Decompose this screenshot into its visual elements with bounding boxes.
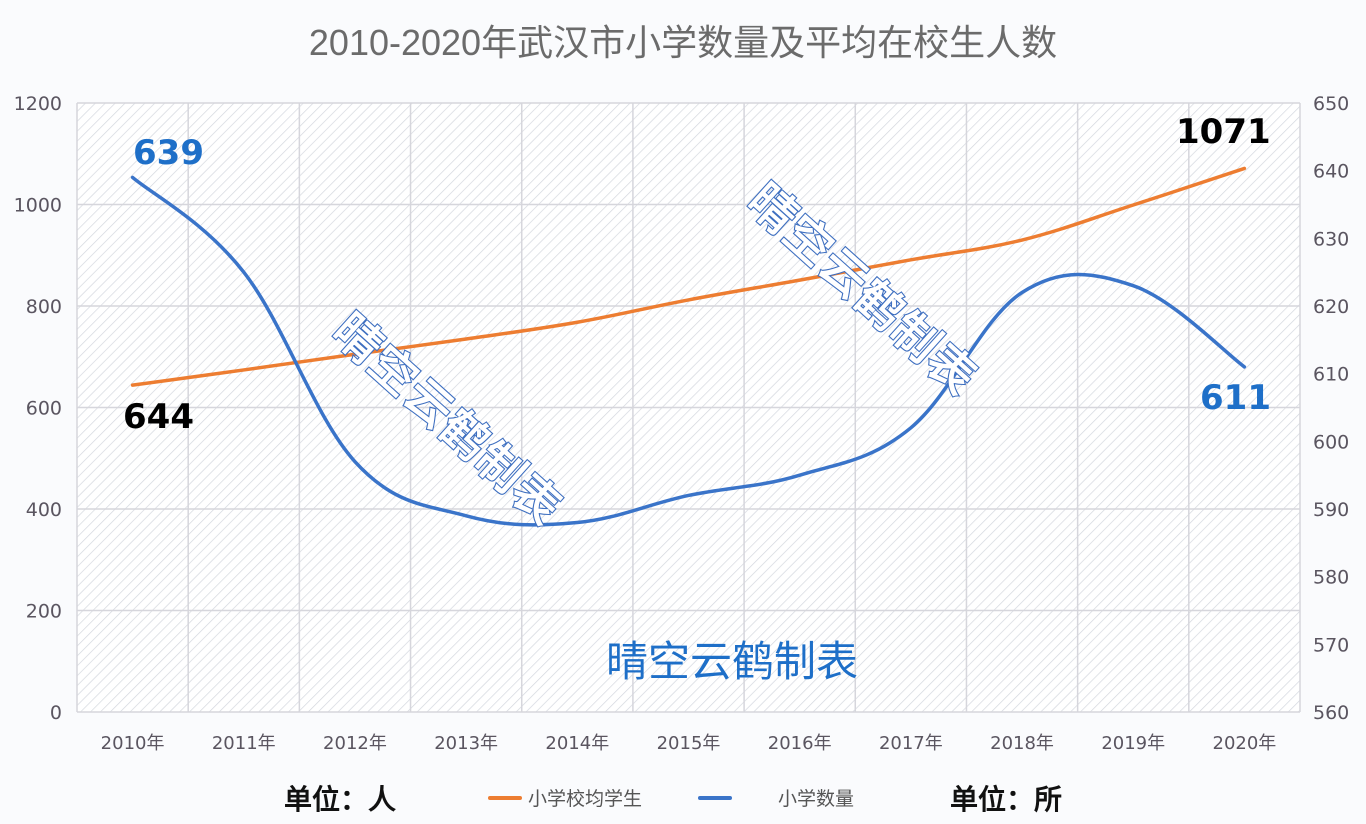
legend-label: 小学校均学生: [528, 788, 643, 810]
blue-series-line: [130, 175, 1247, 527]
data-labels: 639 611 644 1071: [123, 112, 1271, 437]
left-axis-unit: 单位：人: [284, 783, 397, 816]
x-axis-tick: 2019年: [1101, 733, 1165, 754]
series-lines: [130, 166, 1247, 527]
chart-title: 2010-2020年武汉市小学数量及平均在校生人数: [308, 22, 1058, 63]
left-axis-tick: 1000: [14, 195, 62, 217]
right-axis-unit: 单位：所: [950, 783, 1063, 816]
x-axis-tick: 2015年: [657, 733, 721, 754]
right-axis-tick: 650: [1313, 93, 1349, 115]
right-axis-tick: 620: [1313, 296, 1349, 318]
right-y-axis: 560 570 580 590 600 610 620 630 640 650: [1313, 93, 1349, 724]
left-axis-tick: 800: [26, 296, 62, 318]
left-y-axis: 0 200 400 600 800 1000 1200: [14, 93, 62, 724]
x-axis-tick: 2014年: [545, 733, 609, 754]
x-axis-tick: 2016年: [768, 733, 832, 754]
right-axis-tick: 600: [1313, 431, 1349, 453]
label-blue-start: 639: [133, 133, 204, 173]
right-axis-tick: 630: [1313, 228, 1349, 250]
legend: 单位：人 小学校均学生 小学数量 单位：所: [0, 778, 1366, 818]
x-axis-tick: 2013年: [434, 733, 498, 754]
label-blue-end: 611: [1200, 378, 1271, 418]
x-axis-tick: 2020年: [1213, 733, 1277, 754]
label-orange-end: 1071: [1176, 112, 1271, 152]
left-axis-tick: 400: [26, 499, 62, 521]
left-axis-tick: 1200: [14, 93, 62, 115]
orange-line-swatch-icon: [488, 795, 522, 800]
left-axis-tick: 200: [26, 601, 62, 623]
x-axis: 2010年 2011年 2012年 2013年 2014年 2015年 2016年 2017年…: [101, 733, 1277, 754]
x-axis-tick: 2017年: [879, 733, 943, 754]
legend-item-avg-students[interactable]: 小学校均学生: [488, 784, 642, 811]
right-axis-tick: 570: [1313, 634, 1349, 656]
x-axis-tick: 2011年: [212, 733, 276, 754]
left-axis-tick: 600: [26, 398, 62, 420]
right-axis-tick: 640: [1313, 161, 1349, 183]
legend-label: 小学数量: [778, 788, 855, 810]
right-axis-tick: 580: [1313, 567, 1349, 589]
orange-series-line: [130, 166, 1247, 387]
x-axis-tick: 2010年: [101, 733, 165, 754]
left-axis-tick: 0: [50, 702, 62, 724]
x-axis-tick: 2012年: [323, 733, 387, 754]
x-axis-tick: 2018年: [990, 733, 1054, 754]
right-axis-tick: 590: [1313, 499, 1349, 521]
right-axis-tick: 610: [1313, 364, 1349, 386]
watermark-plain: 晴空云鹤制表: [606, 637, 858, 686]
right-axis-tick: 560: [1313, 702, 1349, 724]
label-orange-start: 644: [123, 397, 194, 437]
legend-item-school-count[interactable]: 小学数量: [698, 784, 854, 811]
gridlines: [76, 102, 1301, 713]
blue-line-swatch-icon: [698, 795, 732, 800]
